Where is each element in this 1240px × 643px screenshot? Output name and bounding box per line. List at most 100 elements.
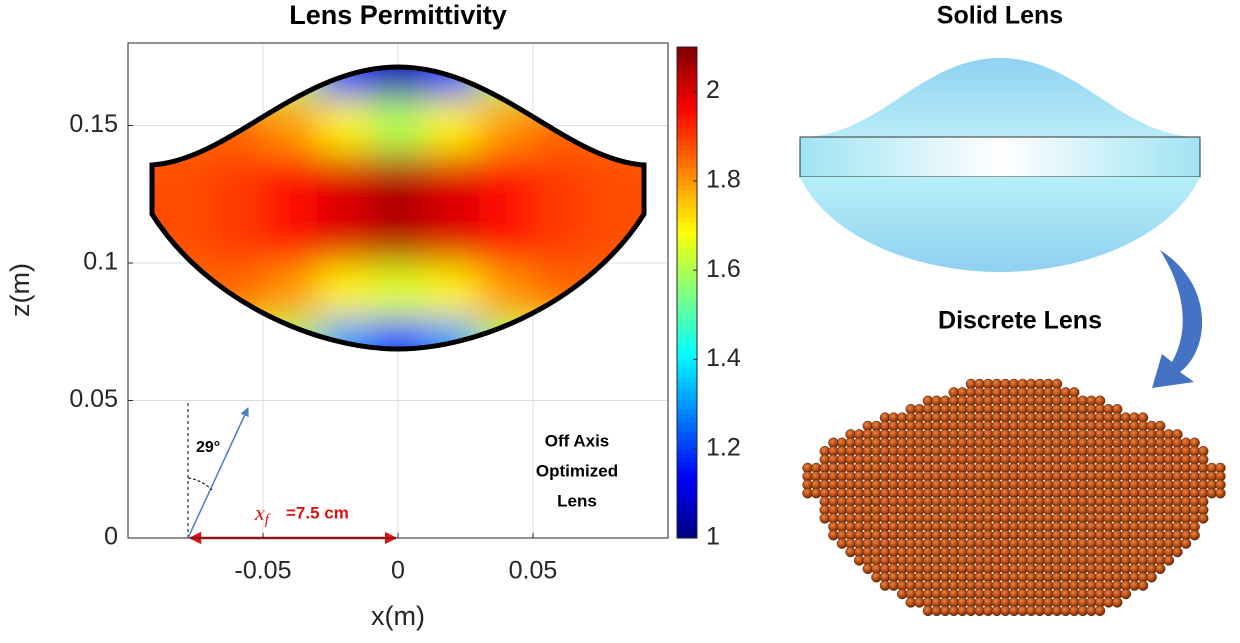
discrete-lens [802, 378, 1226, 617]
colorbar-segment [677, 296, 697, 303]
note-line: Lens [557, 491, 597, 510]
heat-cell [209, 208, 264, 264]
colorbar-segment [677, 167, 697, 173]
y-axis-label: z(m) [5, 263, 35, 317]
heat-cell [209, 153, 264, 209]
colorbar-segment [677, 328, 697, 334]
colorbar-segment [677, 234, 697, 240]
colorbar-segment [677, 417, 697, 423]
y-tick-label: 0 [104, 523, 118, 551]
lens-sphere [1215, 487, 1226, 499]
colorbar-segment [677, 493, 697, 499]
colorbar-segment [677, 515, 697, 521]
colorbar-segment [677, 488, 697, 494]
heat-cell [371, 153, 426, 209]
colorbar-segment [677, 154, 697, 160]
colorbar-segment [677, 372, 697, 378]
colorbar-segment [677, 332, 697, 338]
colorbar-segment [677, 238, 697, 244]
heat-cell [371, 98, 426, 154]
colorbar-segment [677, 292, 697, 298]
colorbar-segment [677, 386, 697, 392]
lens-sphere [1094, 605, 1106, 617]
colorbar-segment [677, 426, 697, 432]
heat-cell [152, 318, 210, 349]
colorbar-segment [677, 47, 697, 53]
heat-cell [371, 263, 426, 319]
transition-arrow [1152, 250, 1203, 388]
colorbar-segment [677, 73, 697, 79]
colorbar-segment [677, 359, 697, 365]
colorbar-segment [677, 105, 697, 111]
heat-cell [425, 208, 480, 264]
heat-cell [533, 67, 588, 99]
heat-cell [587, 153, 644, 209]
heat-cell [425, 318, 480, 349]
heat-cell [209, 318, 264, 349]
colorbar-segment [677, 466, 697, 472]
colorbar-segment [677, 363, 697, 369]
colorbar-segment [677, 404, 697, 410]
colorbar-segment [677, 131, 697, 137]
colorbar-segment [677, 145, 697, 151]
focus-symbol: xf [254, 500, 271, 528]
colorbar-segment [677, 113, 697, 120]
colorbar-segment [677, 497, 697, 503]
heat-cell [479, 263, 534, 319]
colorbar-box [676, 46, 698, 539]
colorbar-segment [677, 337, 697, 343]
colorbar-segment [677, 310, 697, 316]
note-line: Off Axis [545, 431, 610, 450]
colorbar-segment [677, 279, 697, 285]
colorbar-segment [677, 194, 697, 200]
colorbar-segment [677, 256, 697, 262]
colorbar-segment [677, 288, 697, 294]
colorbar-segment [677, 118, 697, 124]
heat-cell [425, 263, 480, 319]
colorbar-segment [677, 149, 697, 155]
colorbar-segment [677, 346, 697, 352]
colorbar-segment [677, 408, 697, 414]
chart-title: Lens Permittivity [289, 0, 507, 30]
focus-value: =7.5 cm [286, 503, 349, 522]
colorbar-segment [677, 377, 697, 383]
colorbar-segment [677, 207, 697, 213]
heat-cell [479, 98, 534, 154]
heat-cell [263, 153, 318, 209]
colorbar-segment [677, 87, 697, 93]
heat-cell [317, 153, 372, 209]
heat-cell [317, 263, 372, 319]
colorbar-segment [677, 180, 697, 186]
colorbar-segment [677, 413, 697, 419]
colorbar-segment [677, 314, 697, 320]
heat-cell [152, 263, 210, 319]
x-tick-label: 0.05 [509, 557, 558, 585]
angle-arc [187, 477, 213, 491]
colorbar-segment [677, 189, 697, 195]
colorbar-segment [677, 82, 697, 88]
note-line: Optimized [536, 461, 618, 480]
colorbar-segment [677, 305, 697, 311]
colorbar-segment [677, 511, 697, 517]
x-axis-label: x(m) [371, 601, 425, 631]
colorbar-segment [677, 439, 697, 445]
heat-cell [587, 318, 644, 349]
colorbar-tick-label: 1 [706, 523, 720, 551]
heat-cell [263, 98, 318, 154]
angle-label: 29° [196, 439, 220, 456]
colorbar-segment [677, 176, 697, 182]
colorbar-segment [677, 274, 697, 280]
colorbar-segment [677, 354, 697, 361]
colorbar-segment [677, 471, 697, 477]
colorbar-segment [677, 399, 697, 405]
colorbar-segment [677, 261, 697, 267]
heat-cell [263, 208, 318, 264]
colorbar-segment [677, 136, 697, 142]
colorbar-segment [677, 78, 697, 84]
heat-cell [587, 67, 644, 99]
lens-sphere [1111, 597, 1123, 608]
colorbar-segment [677, 524, 697, 530]
colorbar-segment [677, 533, 697, 539]
colorbar-segment [677, 212, 697, 218]
lens-sphere [1137, 580, 1149, 591]
